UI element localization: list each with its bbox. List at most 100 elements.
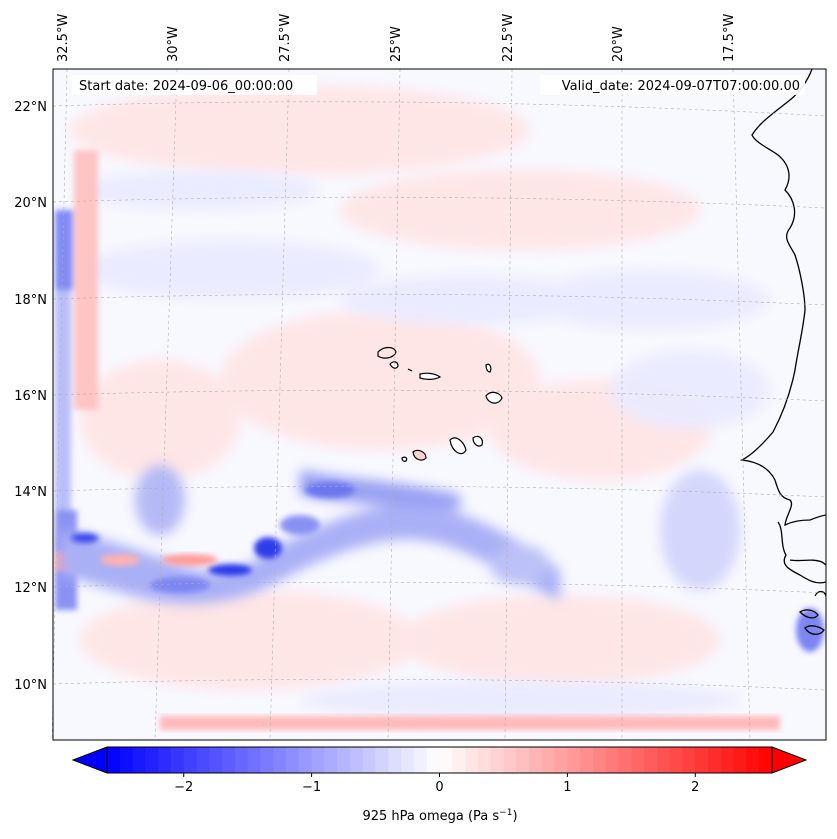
lat-label: 14°N [14, 485, 47, 500]
latitude-gridline [52, 101, 827, 117]
map-panel: Start date: 2024-09-06_00:00:00 Valid_da… [51, 68, 827, 741]
cabo-verde-islands [377, 346, 503, 462]
colorbar-bin [708, 747, 722, 773]
colorbar-bin [158, 747, 172, 773]
colorbar-bin [669, 747, 684, 773]
colorbar-bin [247, 747, 262, 773]
colorbar-bin [733, 747, 748, 773]
colorbar: −2 −1 0 1 2 925 hPa omega (Pa s−1) [71, 746, 808, 824]
latitude-gridline [52, 581, 827, 594]
colorbar-bin [413, 747, 428, 773]
lat-label: 16°N [14, 389, 47, 404]
colorbar-bin [720, 747, 735, 773]
colorbar-bin [375, 747, 389, 773]
colorbar-bin [529, 747, 543, 773]
colorbar-bin [298, 747, 313, 773]
colorbar-bin [465, 747, 479, 773]
colorbar-bin [260, 747, 274, 773]
start-date-box [72, 75, 317, 95]
longitude-gridline [732, 68, 751, 741]
latitude-gridline [52, 196, 827, 209]
lon-label: 27.5°W [278, 14, 293, 62]
colorbar-bin [567, 747, 581, 773]
lat-label: 12°N [14, 581, 47, 596]
lon-label: 25°W [389, 26, 404, 62]
colorbar-high-extend [771, 746, 808, 774]
colorbar-bin [592, 747, 607, 773]
latitude-labels: 22°N 20°N 18°N 16°N 14°N 12°N 10°N [14, 100, 47, 693]
colorbar-bin [682, 747, 696, 773]
colorbar-bin [209, 747, 223, 773]
lon-label: 32.5°W [56, 14, 71, 62]
start-date-label: Start date: 2024-09-06_00:00:00 [79, 79, 293, 94]
lat-label: 18°N [14, 293, 47, 308]
colorbar-tick-label: 2 [691, 780, 699, 795]
colorbar-tick-label: −1 [302, 780, 321, 795]
lat-label: 10°N [14, 678, 47, 693]
colorbar-bin [490, 747, 505, 773]
colorbar-bin [311, 747, 326, 773]
colorbar-bin [759, 747, 773, 773]
lat-label: 22°N [14, 100, 47, 115]
valid-date-box [540, 75, 805, 95]
colorbar-bin [234, 747, 249, 773]
colorbar-bin [222, 747, 236, 773]
weak-negative-field [80, 170, 770, 720]
coastline [739, 69, 826, 635]
colorbar-bin [695, 747, 709, 773]
colorbar-tick-label: 0 [435, 780, 443, 795]
longitude-gridline [387, 68, 401, 741]
map-frame [52, 68, 827, 741]
lon-label: 20°W [611, 26, 626, 62]
colorbar-tick-label: −2 [174, 780, 193, 795]
colorbar-bin [580, 747, 594, 773]
south-boundary-strip [160, 716, 780, 730]
lon-label: 17.5°W [722, 14, 737, 62]
colorbar-bin [618, 747, 632, 773]
lon-label: 30°W [166, 26, 181, 62]
latitude-gridline [52, 678, 827, 691]
colorbar-bin [401, 747, 415, 773]
colorbar-low-extend [71, 746, 108, 774]
colorbar-bin [554, 747, 568, 773]
colorbar-bin [388, 747, 402, 773]
colorbar-bin [273, 747, 287, 773]
colorbar-bin [452, 747, 466, 773]
colorbar-label: 925 hPa omega (Pa s−1) [362, 808, 517, 824]
colorbar-label-close: ) [512, 809, 517, 824]
colorbar-bin [503, 747, 517, 773]
longitude-labels: 32.5°W 30°W 27.5°W 25°W 22.5°W 20°W 17.5… [56, 14, 737, 62]
lon-label: 22.5°W [501, 14, 516, 62]
graticule [51, 68, 827, 741]
colorbar-bin [426, 747, 441, 773]
colorbar-bin [324, 747, 338, 773]
colorbar-bin [107, 747, 121, 773]
colorbar-bin [439, 747, 453, 773]
colorbar-bin [516, 747, 530, 773]
colorbar-bin [349, 747, 364, 773]
colorbar-bin [605, 747, 620, 773]
strong-positive-cells [100, 554, 218, 566]
colorbar-tick-label: 1 [563, 780, 571, 795]
colorbar-bin [183, 747, 198, 773]
longitude-gridline [51, 68, 68, 741]
longitude-gridline [269, 68, 290, 741]
colorbar-bin [541, 747, 556, 773]
colorbar-label-text: 925 hPa omega (Pa s [362, 809, 499, 824]
weak-positive-field [70, 85, 720, 690]
colorbar-gradient [107, 747, 773, 773]
colorbar-bin [656, 747, 671, 773]
colorbar-bin [746, 747, 760, 773]
colorbar-bin [477, 747, 492, 773]
colorbar-bin [119, 747, 134, 773]
strong-negative-cells [71, 482, 824, 652]
latitude-gridline [52, 293, 827, 306]
colorbar-bin [196, 747, 210, 773]
colorbar-label-exponent: −1 [499, 808, 512, 818]
latitude-gridline [52, 485, 827, 498]
colorbar-bin [631, 747, 645, 773]
latitude-gridline [52, 389, 827, 402]
valid-date-label: Valid_date: 2024-09-07T07:00:00.00 [562, 79, 800, 94]
colorbar-bin [170, 747, 185, 773]
